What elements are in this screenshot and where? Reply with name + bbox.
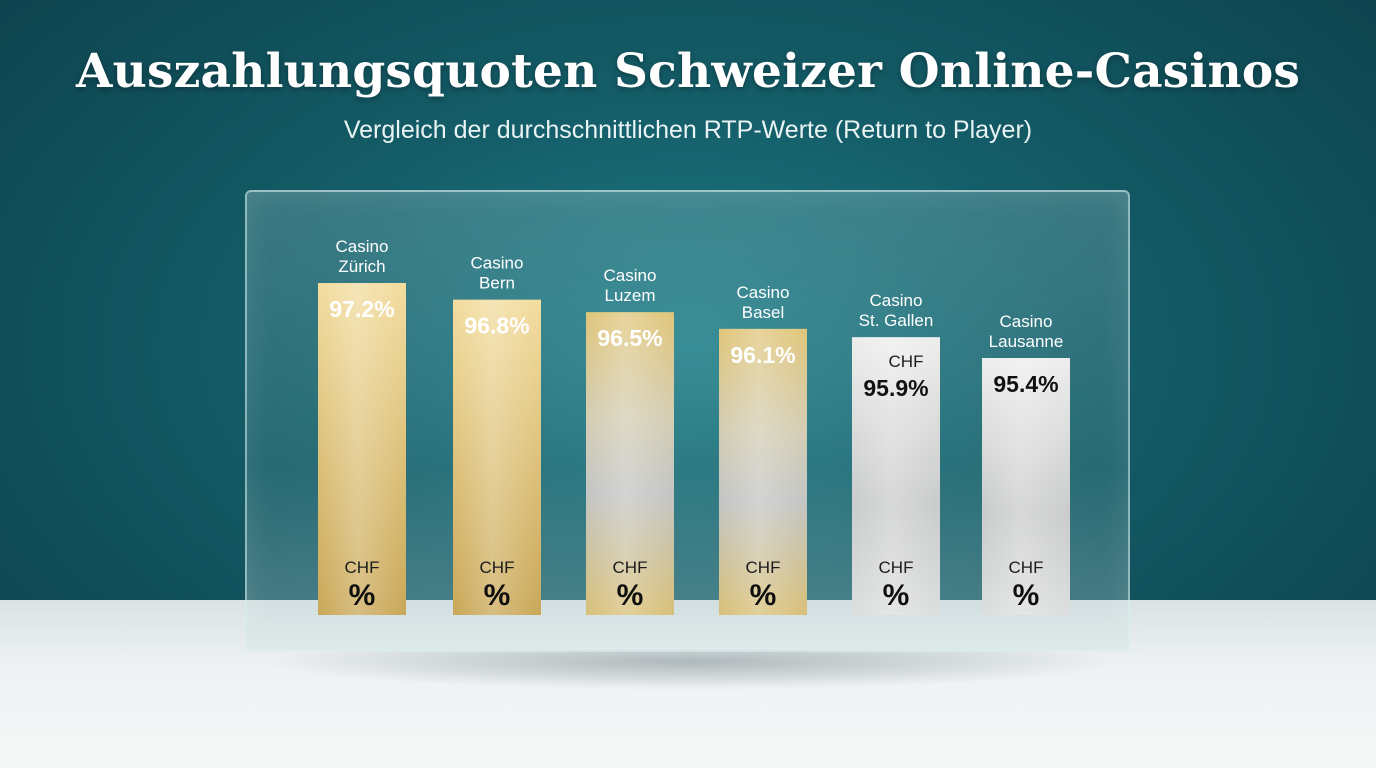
value-label-2: 96.5% — [597, 325, 662, 351]
bar-shine-4 — [852, 337, 940, 615]
category-label-0-0: Casino — [336, 237, 389, 256]
category-label-3-0: Casino — [737, 283, 790, 302]
floor-shadow — [260, 650, 1120, 690]
bar-bottom-percent-2: % — [617, 579, 644, 612]
bar-bottom-percent-5: % — [1013, 579, 1040, 612]
bar-shine-3 — [719, 328, 807, 615]
category-label-1-0: Casino — [471, 254, 524, 273]
chart-title: Auszahlungsquoten Schweizer Online-Casin… — [75, 44, 1301, 99]
bar-bottom-currency-3: CHF — [746, 558, 781, 577]
category-label-5-1: Lausanne — [989, 332, 1064, 351]
category-label-2-0: Casino — [604, 266, 657, 285]
bar-bottom-currency-5: CHF — [1009, 558, 1044, 577]
bar-bottom-currency-1: CHF — [480, 558, 515, 577]
bar-bottom-currency-2: CHF — [613, 558, 648, 577]
chart-subtitle: Vergleich der durchschnittlichen RTP-Wer… — [343, 116, 1033, 144]
value-label-0: 97.2% — [329, 296, 394, 322]
bar-bottom-percent-1: % — [484, 579, 511, 612]
value-label-1: 96.8% — [464, 313, 529, 339]
category-label-5-0: Casino — [1000, 312, 1053, 331]
value-label-3: 96.1% — [730, 342, 795, 368]
bar-shine-1 — [453, 299, 541, 615]
bar-shine-0 — [318, 283, 406, 615]
bar-bottom-percent-4: % — [883, 579, 910, 612]
bar-shine-5 — [982, 358, 1070, 615]
value-label-5: 95.4% — [993, 371, 1058, 397]
category-label-1-1: Bern — [479, 274, 515, 293]
category-label-2-1: Luzem — [604, 286, 655, 305]
bar-bottom-percent-0: % — [349, 579, 376, 612]
category-label-0-1: Zürich — [338, 257, 385, 276]
floor — [0, 600, 1376, 768]
category-label-4-1: St. Gallen — [859, 311, 934, 330]
bar-shine-2 — [586, 312, 674, 615]
category-label-4-0: Casino — [870, 291, 923, 310]
bar-bottom-percent-3: % — [750, 579, 777, 612]
value-label-4: 95.9% — [863, 375, 928, 401]
category-label-3-1: Basel — [742, 303, 785, 322]
bar-bottom-currency-0: CHF — [345, 558, 380, 577]
bar-extra-label-4: CHF — [889, 352, 924, 371]
bar-bottom-currency-4: CHF — [879, 558, 914, 577]
